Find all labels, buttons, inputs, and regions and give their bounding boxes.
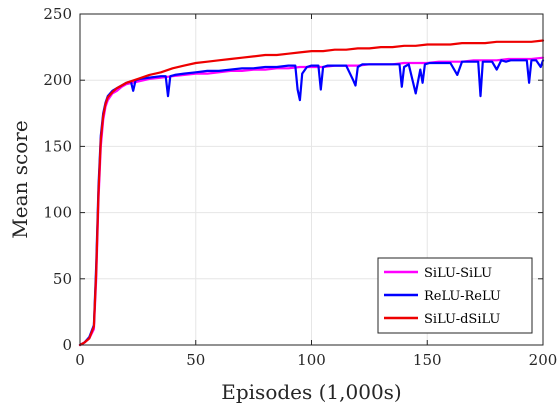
- x-tick-label: 100: [297, 351, 326, 369]
- x-tick-label: 0: [75, 351, 85, 369]
- y-tick-label: 200: [43, 71, 72, 89]
- y-tick-label: 150: [43, 137, 72, 155]
- y-tick-label: 250: [43, 5, 72, 23]
- x-tick-label: 150: [413, 351, 442, 369]
- x-axis-label: Episodes (1,000s): [221, 380, 402, 404]
- legend: SiLU-SiLU ReLU-ReLU SiLU-dSiLU: [377, 257, 533, 334]
- legend-label-silu-silu: SiLU-SiLU: [424, 266, 492, 281]
- x-tick-label: 50: [186, 351, 205, 369]
- y-axis-label: Mean score: [8, 120, 32, 238]
- x-tick-label: 200: [529, 351, 558, 369]
- y-tick-label: 0: [62, 336, 72, 354]
- y-tick-label: 100: [43, 204, 72, 222]
- series-line-relu-relu: [78, 59, 545, 347]
- y-tick-label: 50: [53, 270, 72, 288]
- series-line-silu-dsilu: [78, 39, 545, 347]
- legend-label-silu-dsilu: SiLU-dSiLU: [424, 312, 500, 327]
- axis-ticks: 0 50 100 150 200 0 50 100 150 200 250: [43, 5, 557, 369]
- legend-label-relu-relu: ReLU-ReLU: [424, 289, 501, 304]
- series-lines: [78, 39, 545, 347]
